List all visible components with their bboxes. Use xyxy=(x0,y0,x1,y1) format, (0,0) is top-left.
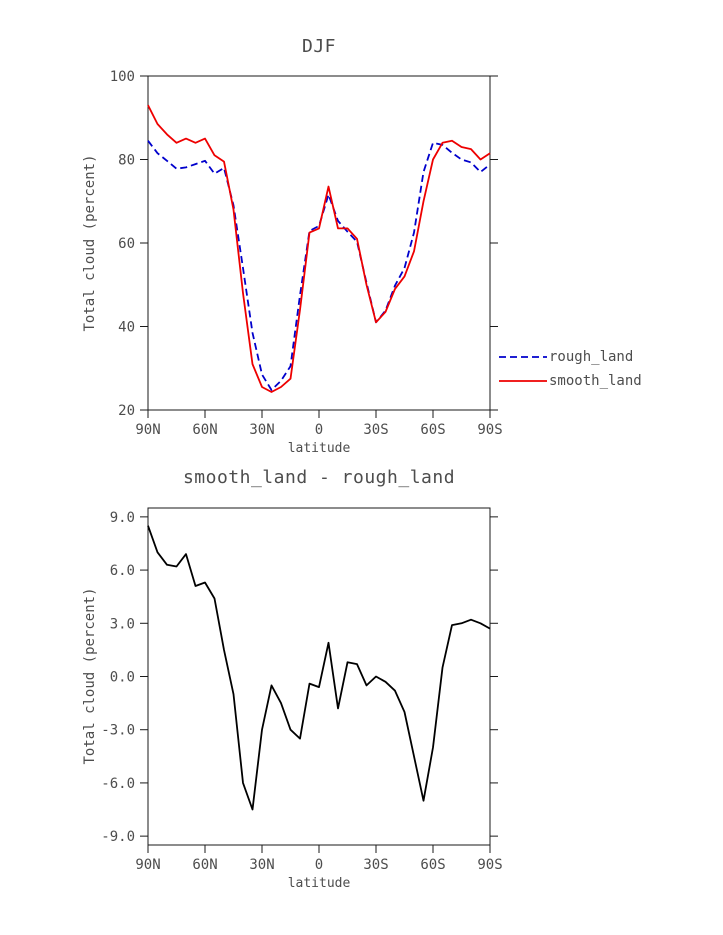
x-tick-label: 30N xyxy=(249,857,274,873)
x-tick-label: 60S xyxy=(420,422,445,438)
x-tick-label: 0 xyxy=(315,422,323,438)
series-line-smooth-land-rough-land xyxy=(147,525,491,811)
x-tick-label: 60N xyxy=(192,422,217,438)
x-tick-label: 90N xyxy=(135,422,160,438)
y-tick-label: -6.0 xyxy=(101,776,135,792)
bottom-chart-y-axis-label: Total cloud (percent) xyxy=(82,587,98,765)
legend-label-smooth-land: smooth_land xyxy=(549,373,642,389)
y-tick-label: -3.0 xyxy=(101,723,135,739)
chart-1-frame xyxy=(147,507,491,846)
x-tick-label: 30N xyxy=(249,422,274,438)
y-tick-label: 6.0 xyxy=(110,563,135,579)
x-tick-label: 90N xyxy=(135,857,160,873)
y-tick-label: 80 xyxy=(118,153,135,169)
series-line-smooth-land xyxy=(147,104,491,393)
bottom-chart-title: smooth_land - rough_land xyxy=(182,467,456,488)
y-tick-label: 9.0 xyxy=(110,510,135,526)
series-line-rough-land xyxy=(147,140,491,391)
y-tick-label: 3.0 xyxy=(110,616,135,632)
y-tick-label: -9.0 xyxy=(101,829,135,845)
x-tick-label: 60N xyxy=(192,857,217,873)
bottom-chart-x-axis-label: latitude xyxy=(287,876,351,891)
top-chart-y-axis-label: Total cloud (percent) xyxy=(82,154,98,332)
y-tick-label: 40 xyxy=(118,320,135,336)
x-tick-label: 90S xyxy=(477,857,502,873)
y-tick-label: 60 xyxy=(118,236,135,252)
x-tick-label: 30S xyxy=(363,857,388,873)
y-tick-label: 20 xyxy=(118,403,135,419)
x-tick-label: 30S xyxy=(363,422,388,438)
x-tick-label: 60S xyxy=(420,857,445,873)
top-chart-title: DJF xyxy=(301,36,336,57)
y-tick-label: 100 xyxy=(110,69,135,85)
x-tick-label: 90S xyxy=(477,422,502,438)
chart-0-frame xyxy=(147,75,491,411)
legend-label-rough-land: rough_land xyxy=(549,349,634,365)
y-tick-label: 0.0 xyxy=(110,670,135,686)
top-chart-x-axis-label: latitude xyxy=(287,441,351,456)
x-tick-label: 0 xyxy=(315,857,323,873)
